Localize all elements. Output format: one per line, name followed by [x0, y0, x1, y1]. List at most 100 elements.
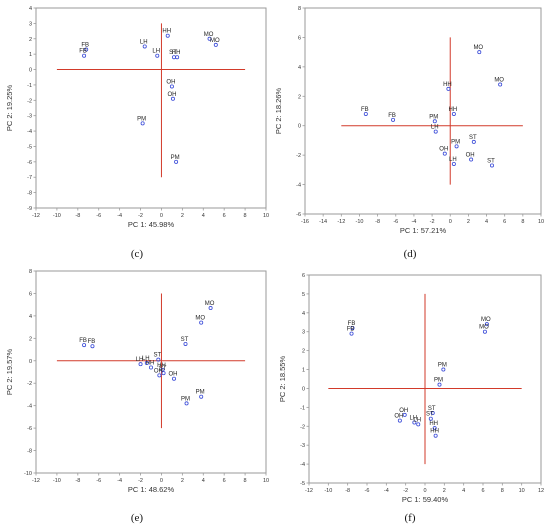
point-label: MO: [479, 325, 489, 331]
y-tick-label: -6: [296, 212, 301, 218]
data-point: [199, 320, 204, 325]
y-tick-label: -1: [27, 83, 32, 89]
y-tick-label: -9: [27, 206, 32, 212]
x-tick-label: 6: [503, 219, 506, 225]
x-tick-label: -10: [355, 219, 363, 225]
point-label: FB: [388, 113, 396, 119]
point-label: FB: [348, 321, 356, 327]
point-label: MO: [494, 78, 504, 84]
y-tick-label: 0: [298, 124, 301, 130]
y-tick-label: 2: [302, 349, 305, 355]
y-tick-label: -4: [300, 462, 305, 468]
point-label: ST: [428, 406, 436, 412]
point-label: OH: [167, 92, 176, 98]
pca-panel-c: -12 -10 -8 -6 -4 -2 0 2 4 6 8 10-9-8-7-6-5-4-3-2-10…: [5, 6, 269, 229]
point-label: HH: [443, 82, 452, 88]
point-label: OH: [166, 79, 175, 85]
x-tick-label: -12: [305, 488, 313, 494]
x-tick-label: -4: [411, 219, 416, 225]
point-label: LH: [410, 415, 418, 421]
data-point: [207, 36, 212, 41]
panel-caption-e: (e): [130, 512, 144, 524]
x-tick-label: -2: [403, 488, 408, 494]
x-tick-label: 10: [519, 488, 525, 494]
y-tick-label: -8: [27, 449, 32, 455]
panel-caption-c: (c): [130, 248, 144, 260]
x-tick-label: 6: [481, 488, 484, 494]
data-point: [142, 44, 147, 49]
data-point: [213, 42, 218, 47]
x-tick-label: 0: [449, 219, 452, 225]
plot-frame: [35, 270, 267, 474]
point-label: OH: [466, 153, 475, 159]
x-axis-label: PC 1: 57.21%: [400, 226, 447, 235]
data-point: [451, 161, 456, 166]
point-label: FB: [361, 107, 369, 113]
data-point: [412, 420, 417, 425]
y-tick-label: -3: [300, 443, 305, 449]
data-point: [437, 382, 442, 387]
y-tick-label: -6: [27, 426, 32, 432]
x-tick-label: -14: [319, 219, 327, 225]
point-label: HH: [172, 50, 181, 56]
x-tick-label: -4: [117, 213, 122, 219]
data-point: [471, 139, 476, 144]
data-point: [160, 367, 165, 372]
y-tick-label: 0: [29, 359, 32, 365]
x-tick-label: -10: [324, 488, 332, 494]
y-tick-label: 1: [302, 368, 305, 374]
y-tick-label: 2: [29, 37, 32, 43]
x-tick-label: 2: [181, 478, 184, 484]
data-point: [82, 53, 87, 58]
data-point: [442, 151, 447, 156]
y-axis-label: PC 2: 19.57%: [5, 349, 14, 396]
point-label: PM: [438, 363, 447, 369]
point-label: PM: [434, 378, 443, 384]
y-tick-label: 8: [298, 6, 301, 12]
x-tick-label: 8: [501, 488, 504, 494]
point-label: ST: [469, 135, 477, 141]
x-tick-label: -4: [117, 478, 122, 484]
data-point: [144, 361, 149, 366]
point-label: PM: [429, 114, 438, 120]
point-label: HH: [430, 429, 439, 435]
data-point: [446, 86, 451, 91]
point-label: PM: [196, 390, 205, 396]
x-tick-label: 4: [202, 213, 205, 219]
data-point: [199, 394, 204, 399]
data-point: [397, 418, 402, 423]
x-axis-label: PC 1: 59.40%: [402, 495, 449, 504]
data-point: [171, 376, 176, 381]
x-tick-label: -16: [301, 219, 309, 225]
x-tick-label: -8: [375, 219, 380, 225]
data-point: [184, 401, 189, 406]
data-point: [82, 343, 87, 348]
data-point: [432, 426, 437, 431]
y-tick-label: -4: [27, 404, 32, 410]
y-tick-label: -5: [300, 481, 305, 487]
point-label: OH: [439, 147, 448, 153]
plot-frame: [304, 7, 542, 215]
point-label: OH: [154, 368, 163, 374]
pca-panel-d: -16 -14 -12 -10 -8 -6 -4 -2 0 2 4 6 8 10 -6 -4 -2 0 2 4 6 8 PC…: [274, 6, 544, 235]
point-label: FB: [81, 43, 89, 49]
point-label: FB: [79, 49, 87, 55]
point-label: MO: [195, 316, 205, 322]
y-tick-label: -1: [300, 405, 305, 411]
y-tick-label: 4: [29, 6, 32, 12]
y-tick-label: 1: [29, 52, 32, 58]
x-tick-label: 10: [538, 219, 544, 225]
x-axis-label: PC 1: 48.62%: [128, 485, 175, 494]
x-tick-label: 10: [263, 478, 269, 484]
data-point: [391, 117, 396, 122]
panel-caption-d: (d): [403, 248, 417, 260]
x-tick-label: -10: [53, 213, 61, 219]
point-label: PM: [137, 116, 146, 122]
y-tick-label: 5: [302, 292, 305, 298]
point-label: OH: [169, 372, 178, 378]
point-label: OH: [399, 408, 408, 414]
y-tick-label: 0: [302, 386, 305, 392]
data-point: [451, 111, 456, 116]
point-label: ST: [153, 353, 161, 359]
